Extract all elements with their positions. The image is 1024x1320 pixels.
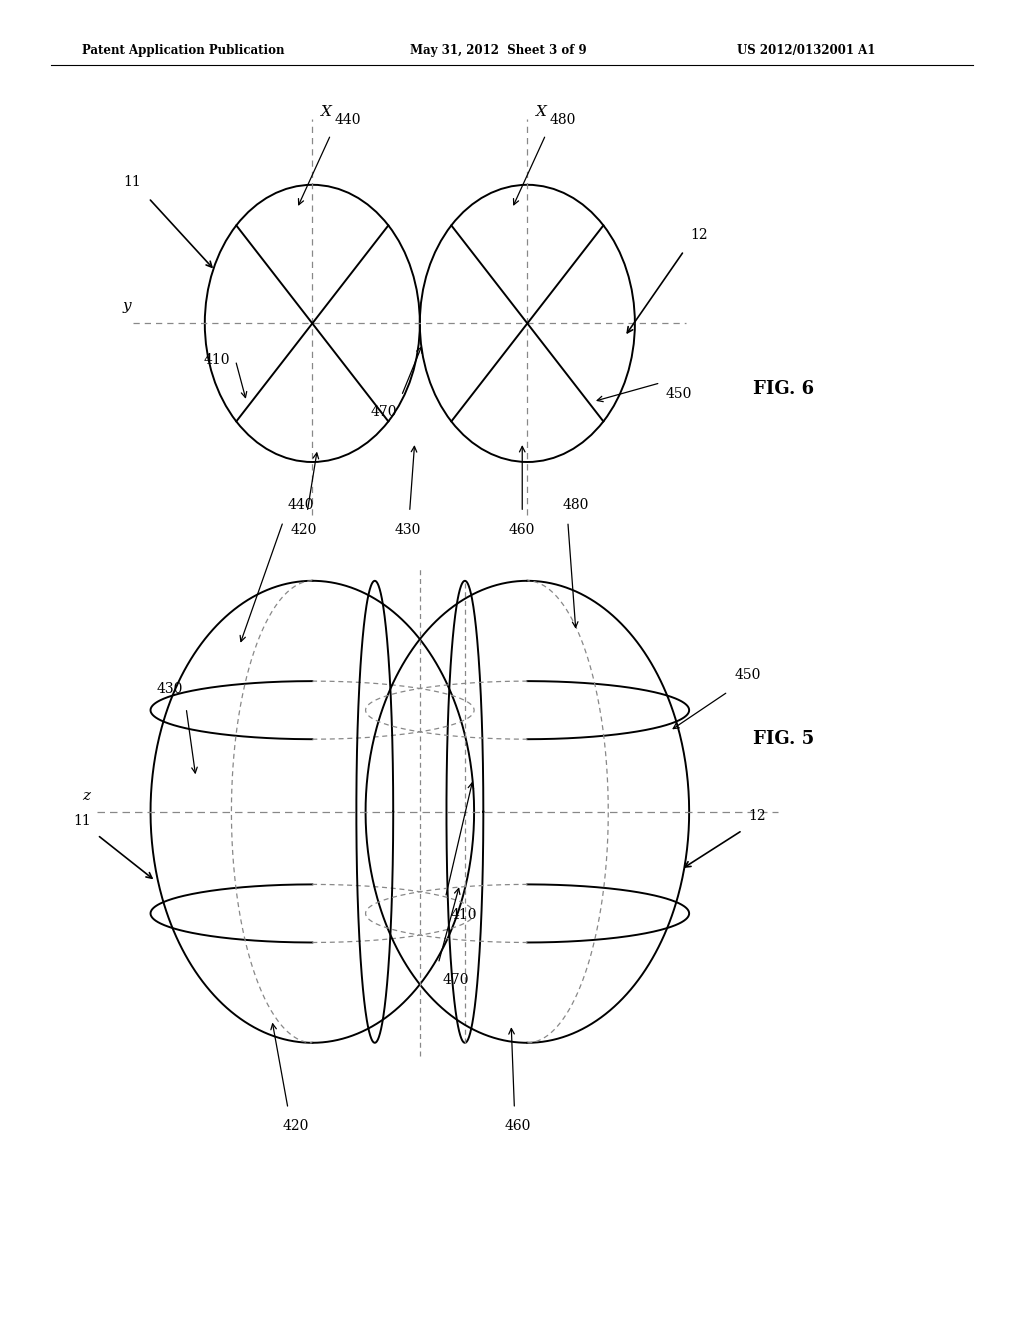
Text: 440: 440 [288,498,314,512]
Text: X: X [536,104,547,119]
Text: 12: 12 [690,227,708,242]
Text: FIG. 5: FIG. 5 [753,730,814,748]
Text: 450: 450 [734,668,761,682]
Text: Patent Application Publication: Patent Application Publication [82,44,285,57]
Text: 11: 11 [124,174,141,189]
Text: 470: 470 [371,405,397,420]
Text: FIG. 6: FIG. 6 [753,380,814,399]
Text: y: y [123,298,131,313]
Text: 480: 480 [563,498,590,512]
Text: 460: 460 [505,1119,530,1134]
Text: 440: 440 [335,112,361,127]
Text: 450: 450 [666,387,692,401]
Text: 420: 420 [291,523,317,537]
Text: 430: 430 [394,523,421,537]
Text: May 31, 2012  Sheet 3 of 9: May 31, 2012 Sheet 3 of 9 [410,44,586,57]
Text: 420: 420 [283,1119,309,1134]
Text: 480: 480 [550,112,577,127]
Text: 410: 410 [204,354,230,367]
Text: 460: 460 [509,523,536,537]
Text: US 2012/0132001 A1: US 2012/0132001 A1 [737,44,876,57]
Text: 470: 470 [442,973,469,987]
Text: X: X [321,104,332,119]
Text: z: z [82,788,90,803]
Text: 430: 430 [157,682,183,697]
Text: 11: 11 [74,814,91,828]
Text: 410: 410 [451,908,477,923]
Text: 12: 12 [749,809,766,824]
